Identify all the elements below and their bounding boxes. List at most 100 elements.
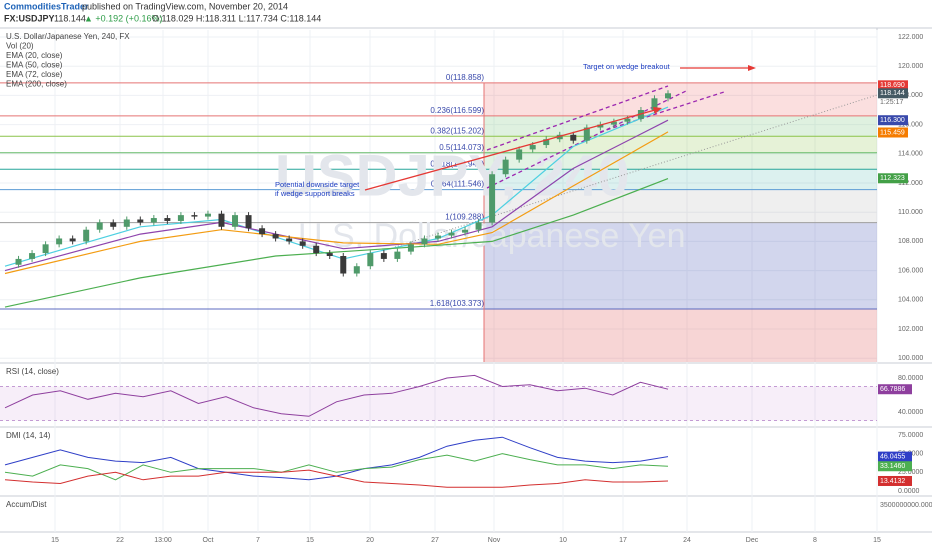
candle <box>204 213 211 217</box>
candle <box>651 98 658 110</box>
price-badge <box>878 127 908 138</box>
candle <box>245 215 252 229</box>
y-tick-label: 110.000 <box>898 209 923 216</box>
pane-label: Accum/Dist <box>6 500 47 509</box>
x-tick-label: 13:00 <box>154 537 172 544</box>
candle <box>665 93 671 99</box>
arrow <box>364 109 656 191</box>
x-tick-label: Nov <box>488 537 501 544</box>
candle <box>191 215 198 217</box>
price-badge-label: 112.323 <box>880 175 905 182</box>
fib-band <box>484 152 877 170</box>
x-tick-label: 15 <box>306 537 314 544</box>
x-tick-label: 10 <box>559 537 567 544</box>
annotation: Potential downside target <box>275 180 360 189</box>
x-tick-label: 24 <box>683 537 691 544</box>
x-tick-label: 20 <box>366 537 374 544</box>
candle <box>502 159 509 175</box>
candle <box>110 222 117 227</box>
countdown: 1:25:17 <box>880 99 903 106</box>
candle <box>597 124 604 128</box>
candle <box>462 229 469 233</box>
candle <box>407 244 414 252</box>
candle <box>218 213 225 227</box>
fib-label: 0.618(112.944) <box>430 159 484 168</box>
price-badge-label: 118.690 <box>880 82 905 89</box>
y-tick-label: 80.0000 <box>898 375 923 382</box>
value-badge-label: 33.1460 <box>880 463 905 470</box>
published: published on TradingView.com, November 2… <box>82 1 288 11</box>
y-tick-label: 106.000 <box>898 267 923 274</box>
candle <box>83 229 90 242</box>
fib-label: 0(118.858) <box>446 73 484 82</box>
x-tick-label: 17 <box>619 537 627 544</box>
annotation: Target on wedge breakout <box>583 62 671 71</box>
value-badge-label: 46.0455 <box>880 453 905 460</box>
candle <box>380 253 387 259</box>
ema-line <box>4 119 669 272</box>
dmi-line <box>4 453 669 481</box>
fib-label: 0.382(115.202) <box>430 126 484 135</box>
rsi-band <box>0 386 877 421</box>
pane-label: DMI (14, 14) <box>6 431 51 440</box>
y-tick-label: 104.000 <box>898 297 923 304</box>
fib-label: 1(109.288) <box>445 213 484 222</box>
fib-label: 0.236(116.599) <box>430 106 484 115</box>
candle <box>394 251 401 259</box>
y-tick-label: 108.000 <box>898 238 923 245</box>
price-badge <box>878 88 908 99</box>
x-tick-label: 27 <box>431 537 439 544</box>
fib-label: 0.764(111.546) <box>431 180 484 189</box>
candle <box>164 218 171 221</box>
rsi-line <box>4 374 669 417</box>
value-badge <box>878 451 912 462</box>
annotation: if wedge support breaks <box>275 189 355 198</box>
price-badge-label: 116.300 <box>880 117 905 124</box>
candle <box>610 121 617 125</box>
candle <box>353 266 360 274</box>
candle <box>489 174 496 223</box>
legend-entry: U.S. Dollar/Japanese Yen, 240, FX <box>6 32 130 41</box>
ema-line <box>4 131 669 275</box>
candle <box>15 258 22 265</box>
publisher[interactable]: CommoditiesTrader <box>4 1 89 11</box>
candle <box>259 228 266 235</box>
y-tick-label: 40.0000 <box>898 409 923 416</box>
price-badge-label: 115.459 <box>880 129 905 136</box>
wedge-line <box>599 91 725 133</box>
candle <box>299 241 306 246</box>
candle <box>286 238 293 242</box>
wedge-line <box>486 85 669 151</box>
candle <box>137 219 144 223</box>
candle <box>123 219 130 227</box>
trend-line <box>394 94 878 248</box>
fib-band <box>484 82 877 116</box>
x-tick-label: 15 <box>873 537 881 544</box>
ohlc: O:118.029 H:118.311 L:117.734 C:118.144 <box>152 13 321 23</box>
candle <box>29 253 36 259</box>
fib-band <box>484 136 877 153</box>
legend-entry: EMA (20, close) <box>6 51 63 60</box>
candle <box>42 244 49 254</box>
price-badge <box>878 173 908 184</box>
y-tick-label: 3500000000.0000 <box>880 502 932 509</box>
candle <box>313 245 320 254</box>
y-tick-label: 102.000 <box>898 326 923 333</box>
x-tick-label: 8 <box>813 537 817 544</box>
last-price: 118.144 <box>54 13 86 23</box>
price-badge <box>878 80 908 91</box>
legend-entry: Vol (20) <box>6 42 34 51</box>
fib-band <box>484 222 877 309</box>
value-badge-label: 13.4132 <box>880 478 905 485</box>
candle <box>340 256 347 274</box>
fib-band <box>484 189 877 223</box>
candle <box>272 234 279 239</box>
x-tick-label: 7 <box>256 537 260 544</box>
watermark: USDJPY, 240 <box>275 143 630 208</box>
candle <box>570 134 577 141</box>
y-tick-label: 112.000 <box>898 180 923 187</box>
fib-band <box>484 115 877 137</box>
y-tick-label: 118.000 <box>898 92 923 99</box>
candle <box>529 145 536 150</box>
